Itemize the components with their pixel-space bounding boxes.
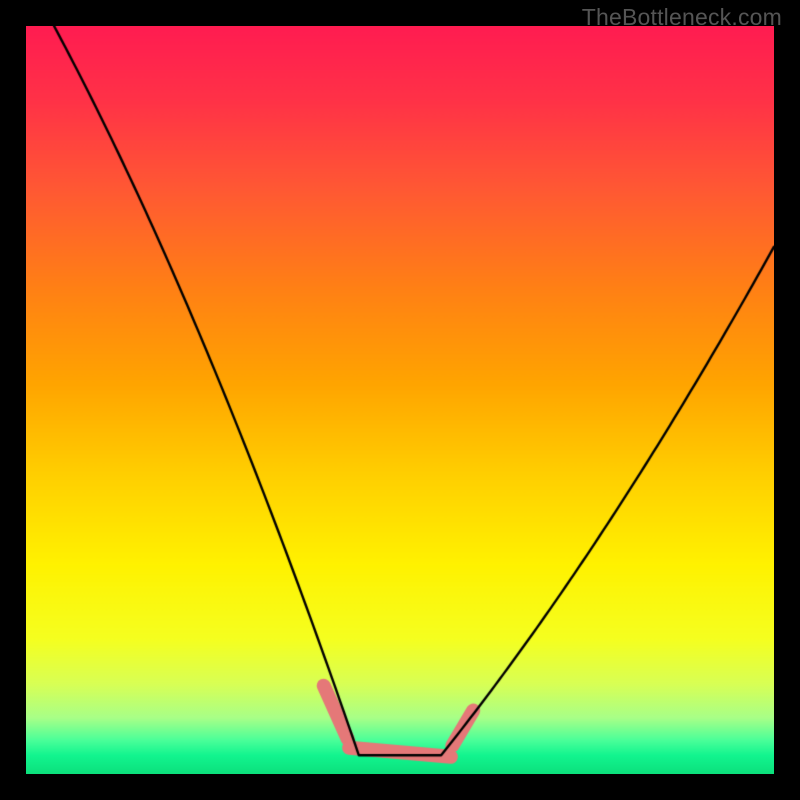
chart-canvas [26, 26, 774, 774]
frame-border-left [0, 26, 26, 774]
chart-plot-area [26, 26, 774, 774]
frame-border-top [0, 0, 800, 26]
frame-border-bottom [0, 774, 800, 800]
frame-border-right [774, 26, 800, 774]
